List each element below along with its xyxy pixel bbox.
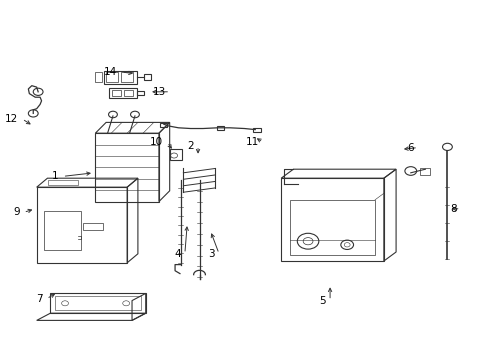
Bar [103, 71, 137, 84]
Bar [252, 128, 260, 132]
Text: 7: 7 [36, 294, 42, 304]
Bar [160, 123, 167, 127]
Text: 9: 9 [13, 207, 20, 217]
Bar [48, 180, 78, 184]
Bar [83, 223, 102, 230]
Bar [55, 296, 141, 310]
Text: 8: 8 [449, 204, 456, 214]
Bar [143, 74, 151, 80]
Text: 3: 3 [208, 249, 215, 259]
Text: 12: 12 [5, 114, 18, 124]
Bar [121, 72, 133, 82]
Text: 14: 14 [104, 67, 117, 77]
Bar [106, 72, 118, 82]
Bar [169, 149, 182, 160]
Text: 10: 10 [150, 137, 163, 147]
Bar [419, 168, 429, 175]
Bar [137, 91, 144, 95]
Bar [124, 90, 133, 96]
Text: 2: 2 [187, 141, 194, 151]
Bar [95, 72, 102, 82]
Bar [112, 90, 121, 96]
Text: 1: 1 [52, 171, 59, 181]
Text: 13: 13 [153, 87, 166, 97]
Text: 11: 11 [245, 137, 259, 147]
Text: 4: 4 [174, 249, 181, 259]
Bar [289, 200, 374, 255]
Bar [44, 211, 81, 250]
Bar [108, 88, 137, 98]
Text: 6: 6 [407, 143, 413, 153]
Text: 5: 5 [319, 296, 325, 306]
Bar [216, 126, 224, 130]
